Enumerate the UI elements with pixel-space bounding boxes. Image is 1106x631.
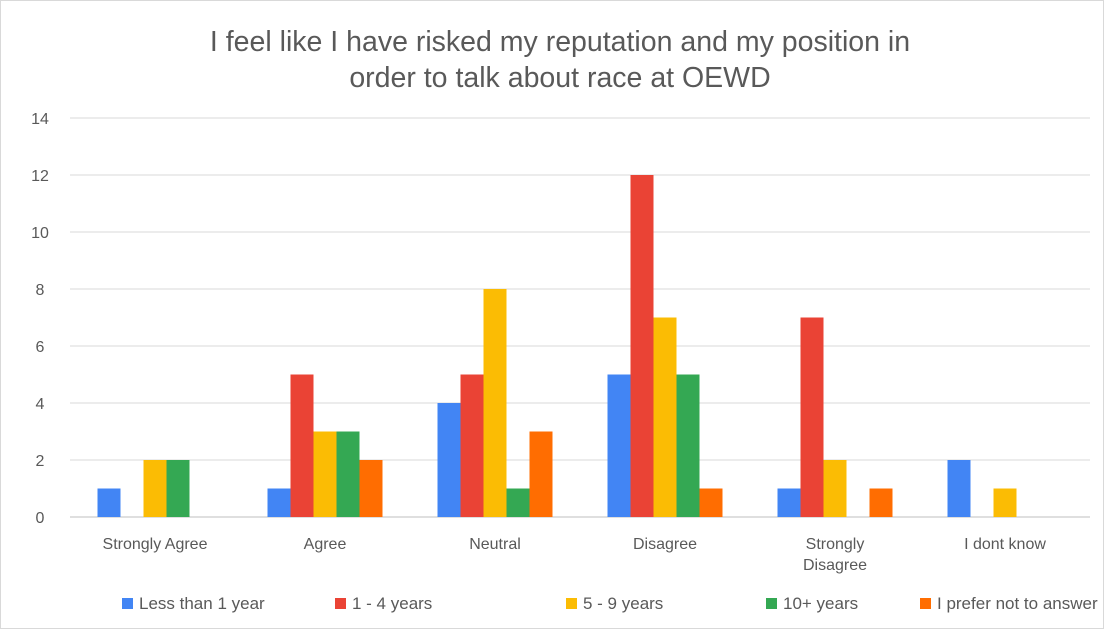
y-tick-label: 6 (36, 339, 45, 356)
chart-title-line-2: order to talk about race at OEWD (349, 62, 770, 94)
bar (653, 317, 677, 517)
legend-label: 5 - 9 years (583, 594, 663, 613)
bar (267, 488, 291, 517)
bar (437, 403, 461, 517)
legend-swatch (566, 598, 577, 609)
y-tick-label: 4 (36, 396, 45, 413)
legend-label: I prefer not to answer (937, 594, 1098, 613)
bar (699, 488, 723, 517)
y-tick-label: 8 (36, 282, 45, 299)
legend-label: Less than 1 year (139, 594, 265, 613)
chart-title-line-1: I feel like I have risked my reputation … (210, 26, 910, 58)
legend-label: 10+ years (783, 594, 858, 613)
y-tick-label: 0 (36, 510, 45, 527)
x-tick-label: Agree (304, 536, 347, 553)
x-tick-label: Disagree (633, 536, 697, 553)
y-tick-label: 14 (31, 111, 49, 128)
legend-swatch (335, 598, 346, 609)
bar (313, 431, 337, 517)
legend-swatch (766, 598, 777, 609)
bar (506, 488, 530, 517)
bar (460, 374, 484, 517)
gridlines (70, 117, 1090, 518)
bar (630, 175, 654, 517)
bar (483, 289, 507, 517)
bars (97, 175, 1017, 517)
bar (607, 374, 631, 517)
x-tick-label: Disagree (803, 557, 867, 574)
x-tick-label: Strongly Agree (103, 536, 208, 553)
y-tick-label: 10 (31, 225, 49, 242)
y-axis-ticks: 0 2 4 6 8 10 12 14 (31, 111, 49, 527)
bar (777, 488, 801, 517)
x-axis-ticks: Strongly Agree Agree Neutral Disagree Strong… (103, 536, 1047, 574)
bar (529, 431, 553, 517)
x-tick-label: Strongly (806, 536, 865, 553)
bar (97, 488, 121, 517)
bar (143, 460, 167, 517)
y-tick-label: 12 (31, 168, 49, 185)
legend: Less than 1 year 1 - 4 years 5 - 9 years 10… (122, 594, 1098, 613)
bar (993, 488, 1017, 517)
legend-swatch (920, 598, 931, 609)
bar (336, 431, 360, 517)
y-tick-label: 2 (36, 453, 45, 470)
chart-title: I feel like I have risked my reputation … (210, 26, 910, 94)
x-tick-label: Neutral (469, 536, 521, 553)
bar (676, 374, 700, 517)
bar (823, 460, 847, 517)
bar (800, 317, 824, 517)
bar (359, 460, 383, 517)
legend-swatch (122, 598, 133, 609)
legend-label: 1 - 4 years (352, 594, 432, 613)
bar (290, 374, 314, 517)
bar (869, 488, 893, 517)
bar (947, 460, 971, 517)
x-tick-label: I dont know (964, 536, 1046, 553)
bar (166, 460, 190, 517)
